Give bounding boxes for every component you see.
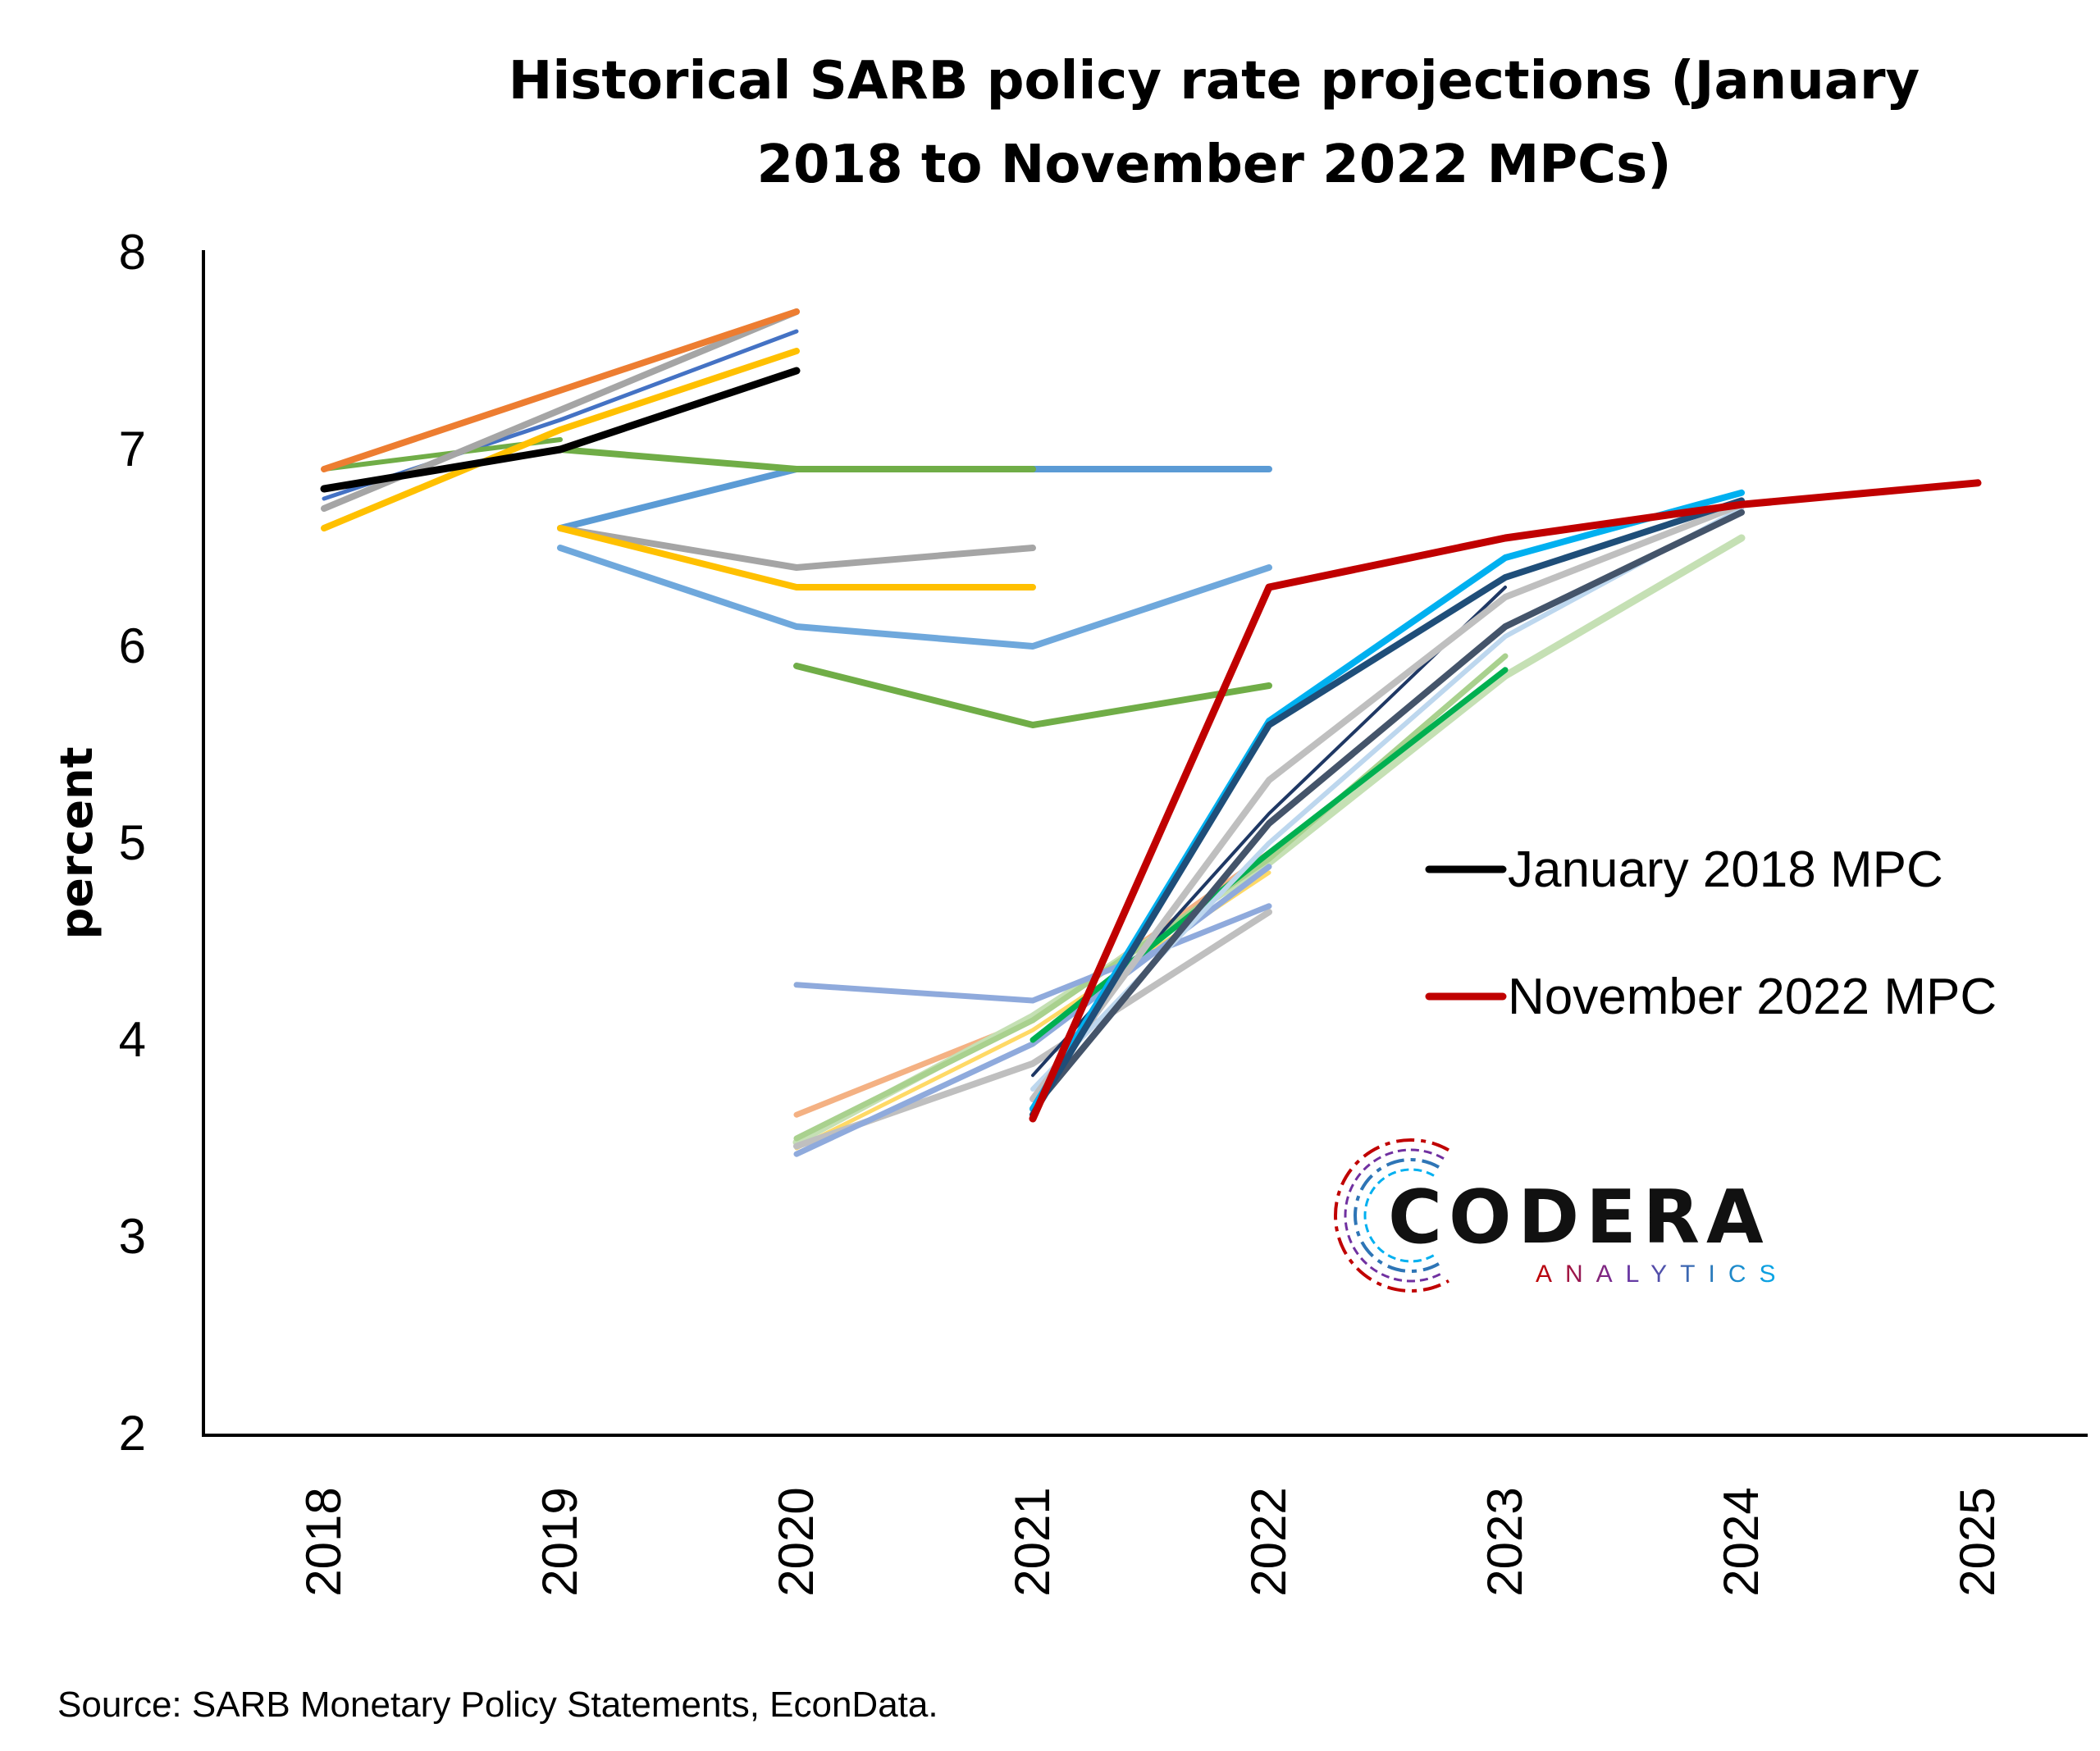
series-line	[1029, 497, 1745, 1119]
legend-label: November 2022 MPC	[1508, 969, 1997, 1025]
legend-label: January 2018 MPC	[1508, 841, 1943, 898]
series-lines	[320, 308, 1982, 1157]
x-tick-labels: 2018 2019 2020 2021 2022 2023 2024 2025	[296, 1487, 2005, 1596]
logo-ring	[1344, 1148, 1445, 1283]
series-line	[793, 903, 1272, 1004]
y-tick-label: 8	[119, 225, 146, 280]
x-tick-label: 2025	[1950, 1487, 2005, 1596]
chart-title-line-2: 2018 to November 2022 MPCs)	[757, 135, 1672, 195]
series-line	[321, 308, 800, 472]
x-tick-label: 2018	[296, 1487, 351, 1596]
y-tick-labels: 2 3 4 5 6 7 8	[119, 225, 146, 1461]
logo-ring-icon	[1334, 1138, 1449, 1293]
series-line	[1029, 501, 1745, 1102]
series-line	[557, 466, 1272, 531]
source-note: Source: SARB Monetary Policy Statements,…	[57, 1685, 938, 1725]
y-tick-label: 4	[119, 1012, 146, 1067]
series-line	[557, 525, 1036, 571]
series-line	[1029, 479, 1982, 1123]
x-tick-label: 2024	[1714, 1487, 1769, 1596]
chart-title: Historical SARB policy rate projections …	[509, 51, 1920, 195]
logo-ring	[1363, 1168, 1435, 1263]
y-tick-label: 2	[119, 1406, 146, 1461]
codera-logo: CODERA ANALYTICS	[1334, 1138, 1789, 1293]
chart-title-line-1: Historical SARB policy rate projections …	[509, 51, 1920, 112]
x-tick-label: 2020	[769, 1487, 824, 1596]
series-line	[320, 367, 801, 493]
logo-ring	[1334, 1138, 1449, 1293]
y-tick-label: 7	[119, 422, 146, 477]
logo-name: CODERA	[1388, 1174, 1770, 1261]
x-tick-label: 2021	[1005, 1487, 1060, 1596]
logo-ring	[1354, 1158, 1440, 1273]
y-tick-label: 5	[119, 815, 146, 870]
series-line	[557, 446, 1036, 472]
y-axis-label: percent	[51, 747, 103, 940]
series-line	[557, 545, 1272, 650]
y-tick-label: 6	[119, 618, 146, 673]
axes	[202, 250, 2088, 1437]
series-line	[793, 663, 1272, 728]
series-line	[321, 348, 800, 531]
y-tick-label: 3	[119, 1209, 146, 1264]
x-tick-label: 2023	[1477, 1487, 1532, 1596]
x-tick-label: 2022	[1241, 1487, 1296, 1596]
series-line	[1029, 508, 1745, 1112]
series-line	[557, 525, 1036, 591]
legend: January 2018 MPC November 2022 MPC	[1425, 841, 1997, 1025]
logo-subtitle: ANALYTICS	[1536, 1261, 1789, 1288]
x-tick-label: 2019	[532, 1487, 587, 1596]
